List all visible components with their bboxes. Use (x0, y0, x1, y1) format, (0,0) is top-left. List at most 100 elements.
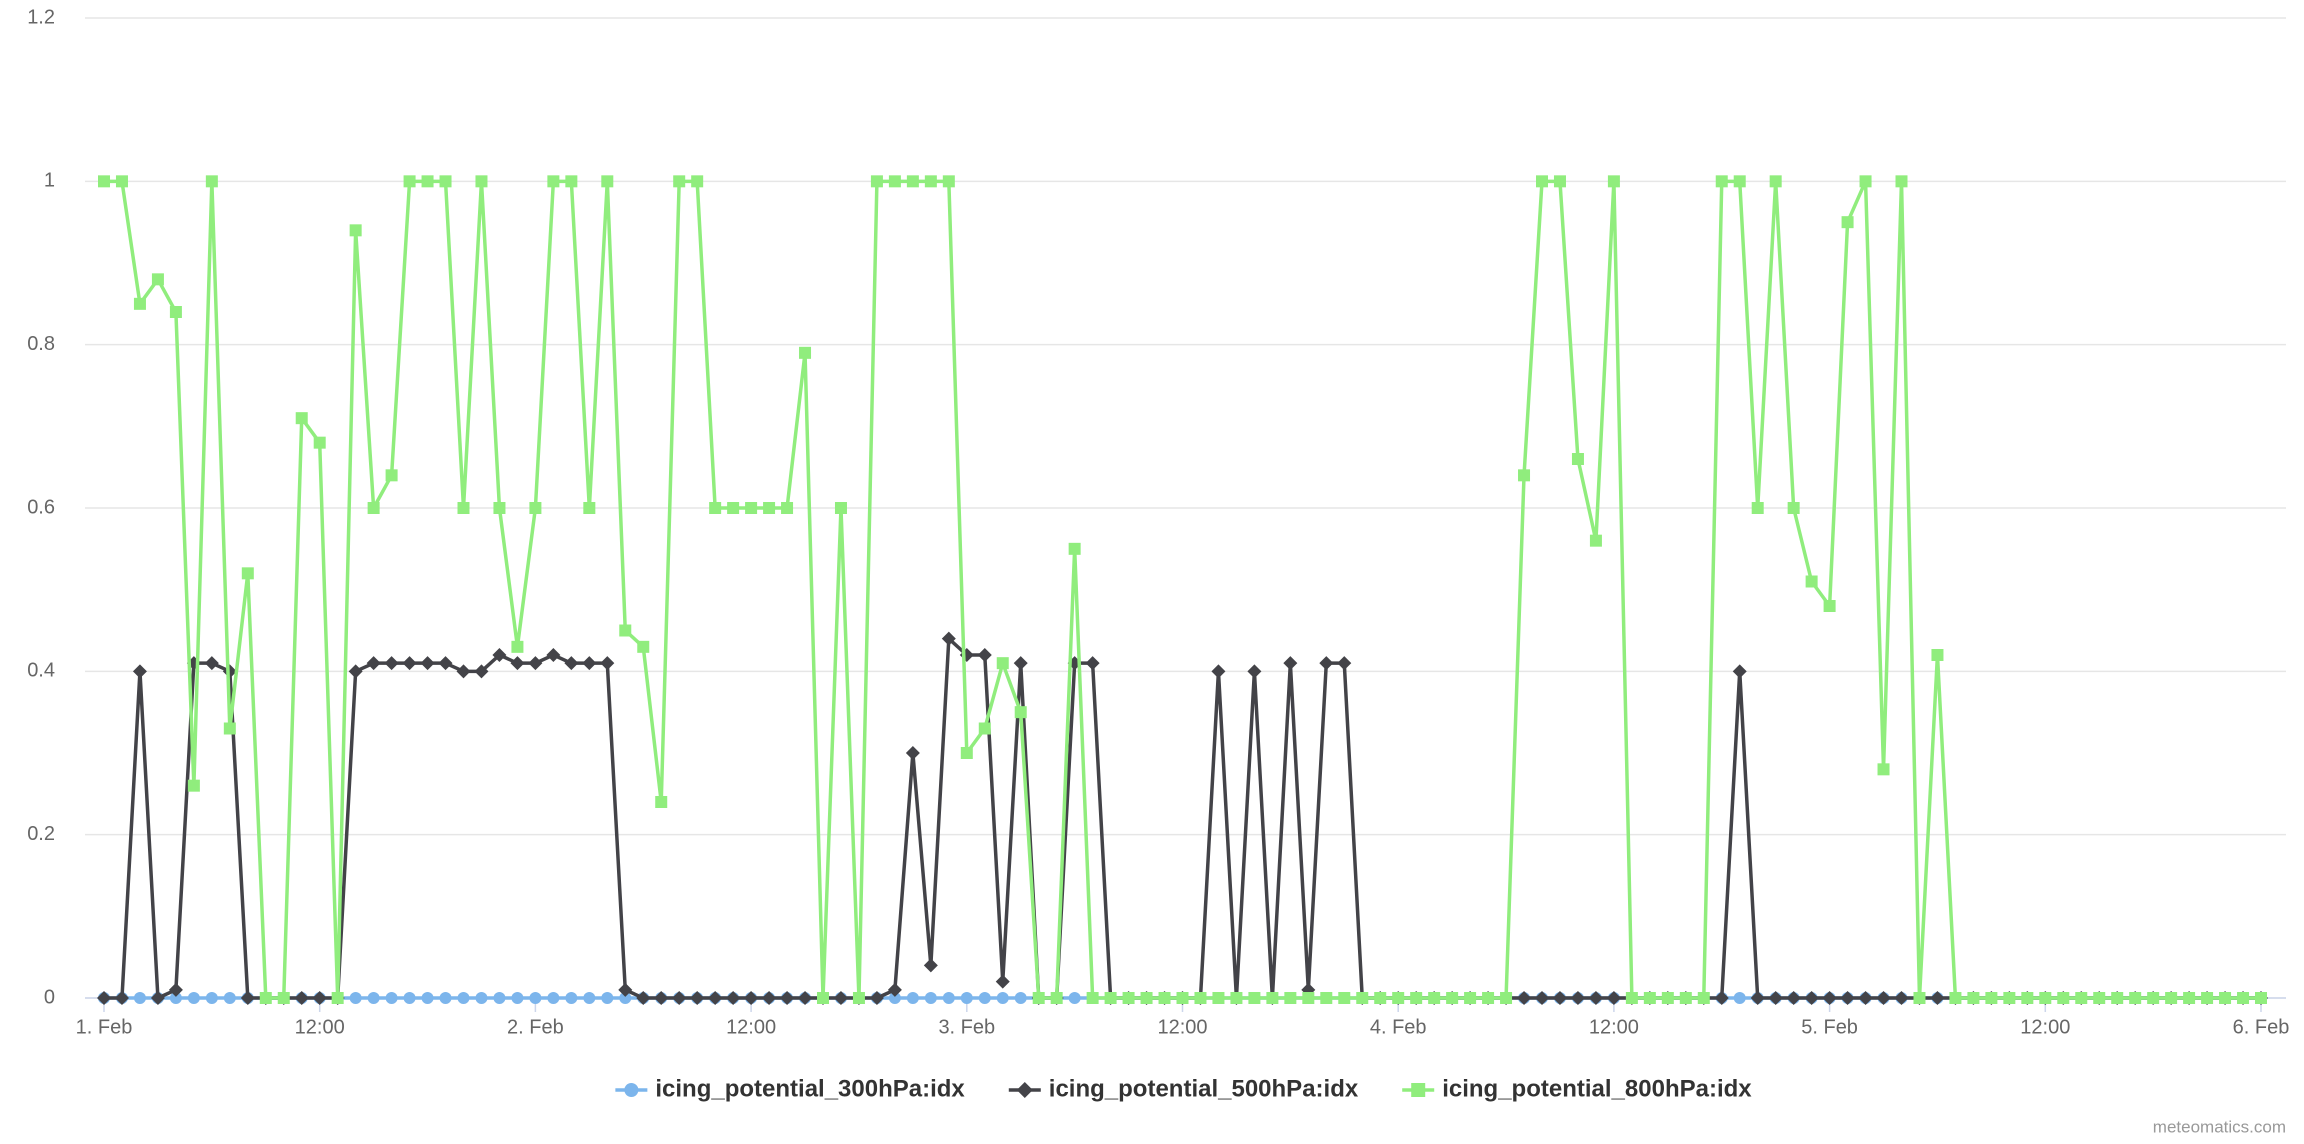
data-point (1751, 502, 1764, 514)
data-point (888, 992, 901, 1004)
data-point (2093, 992, 2106, 1004)
data-point (1500, 992, 1513, 1004)
data-point (169, 992, 182, 1004)
data-point (1714, 991, 1729, 1005)
data-point (240, 991, 255, 1005)
data-point (1068, 542, 1081, 555)
legend-item[interactable]: icing_potential_800hPa:idx (1402, 1075, 1752, 1102)
data-point (367, 992, 380, 1004)
data-point (709, 502, 722, 514)
data-point (726, 991, 741, 1005)
data-point (312, 991, 327, 1005)
data-point (1823, 600, 1836, 612)
data-point (1032, 992, 1045, 1004)
data-point (942, 992, 955, 1004)
data-point (294, 991, 309, 1005)
data-point (996, 657, 1009, 670)
data-point (1643, 992, 1656, 1004)
data-point (1014, 706, 1027, 719)
data-point (727, 502, 740, 514)
x-tick-label: 2. Feb (507, 1016, 564, 1038)
data-point (672, 991, 687, 1005)
data-point (870, 175, 883, 188)
data-point (1085, 656, 1100, 671)
data-point (942, 175, 955, 188)
data-point (1212, 992, 1225, 1004)
data-point (583, 502, 596, 514)
x-tick-label: 1. Feb (76, 1016, 133, 1038)
data-point (133, 297, 146, 310)
x-tick-label: 6. Feb (2233, 1016, 2290, 1038)
data-point (834, 502, 847, 514)
data-point (205, 175, 218, 188)
data-point (529, 992, 542, 1004)
data-point (1733, 992, 1746, 1004)
data-point (2219, 992, 2232, 1004)
data-point (996, 992, 1009, 1004)
data-point (1787, 502, 1800, 514)
data-point (1895, 175, 1908, 188)
data-point (1374, 992, 1387, 1004)
series (98, 175, 2267, 1004)
legend-label: icing_potential_500hPa:idx (1049, 1075, 1359, 1102)
data-point (906, 992, 919, 1004)
data-point (223, 992, 236, 1004)
x-tick-label: 12:00 (1157, 1016, 1207, 1038)
data-point (1319, 656, 1334, 671)
data-point (600, 656, 615, 671)
data-point (493, 502, 506, 514)
data-point (97, 991, 111, 1005)
data-point (869, 991, 884, 1005)
data-point (673, 175, 686, 188)
data-point (601, 992, 614, 1004)
data-point (385, 469, 398, 482)
legend-item[interactable]: icing_potential_300hPa:idx (615, 1075, 965, 1102)
data-point (924, 175, 937, 188)
data-point (2111, 992, 2124, 1004)
data-point (475, 175, 488, 188)
legend-item[interactable]: icing_potential_500hPa:idx (1008, 1075, 1359, 1102)
data-point (114, 991, 129, 1005)
data-point (1086, 992, 1099, 1004)
data-point (204, 656, 219, 671)
data-point (98, 175, 110, 188)
data-point (349, 224, 362, 237)
data-point (403, 992, 416, 1004)
data-point (1841, 216, 1854, 229)
data-point (511, 640, 524, 653)
series-line (104, 636, 2261, 1000)
data-point (492, 648, 507, 662)
legend-label: icing_potential_300hPa:idx (655, 1075, 965, 1102)
data-point (277, 992, 290, 1004)
data-point (565, 992, 578, 1004)
data-point (420, 656, 435, 671)
data-point (223, 722, 236, 735)
data-point (1356, 992, 1369, 1004)
data-point (1985, 992, 1998, 1004)
data-point (1625, 992, 1638, 1004)
data-point (2075, 992, 2088, 1004)
data-point (259, 992, 272, 1004)
data-point (205, 992, 218, 1004)
data-point (511, 992, 524, 1004)
data-point (762, 991, 777, 1005)
data-point (799, 346, 812, 359)
data-point (1535, 991, 1549, 1005)
data-point (1482, 992, 1495, 1004)
data-point (1661, 992, 1674, 1004)
data-point (1122, 992, 1135, 1004)
data-point (547, 175, 560, 188)
data-point (1050, 992, 1063, 1004)
data-point (1158, 992, 1171, 1004)
data-point (457, 992, 470, 1004)
data-point (402, 656, 417, 671)
data-point (583, 992, 596, 1004)
data-point (1446, 992, 1459, 1004)
data-point (403, 175, 416, 188)
data-point (510, 656, 525, 671)
data-point (1768, 991, 1783, 1005)
data-point (1013, 656, 1028, 671)
data-point (1571, 453, 1584, 465)
data-point (1750, 991, 1765, 1005)
